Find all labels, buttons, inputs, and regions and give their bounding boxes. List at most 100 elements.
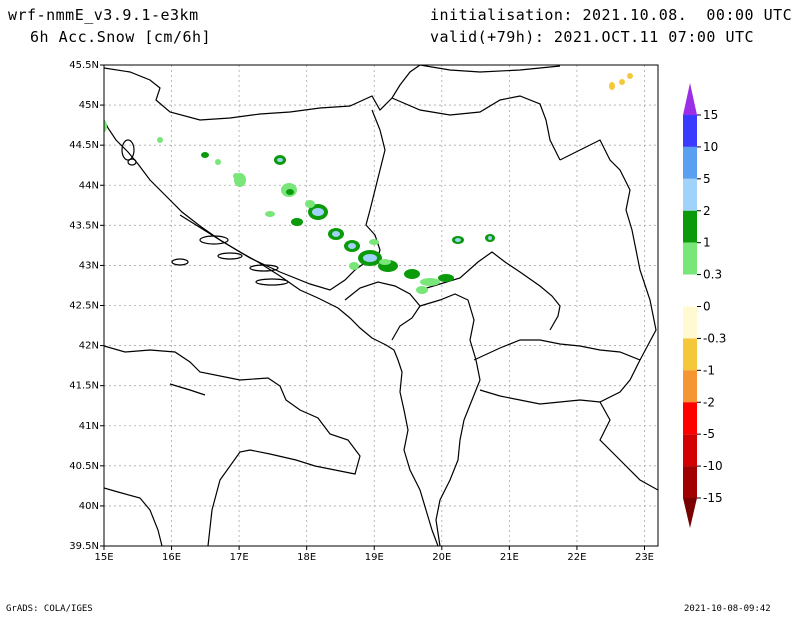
border-serbia-east bbox=[391, 95, 561, 161]
snow-patch bbox=[201, 152, 209, 158]
snow-patches bbox=[104, 73, 633, 294]
colorbar-box bbox=[683, 338, 697, 371]
border-bulgaria bbox=[559, 139, 657, 361]
snow-patch bbox=[233, 173, 239, 179]
lon-label: 20E bbox=[432, 552, 451, 563]
colorbar-label: 0.3 bbox=[703, 268, 722, 282]
colorbar-box bbox=[683, 146, 697, 179]
colorbar-label: -10 bbox=[703, 459, 723, 473]
colorbar-label: 15 bbox=[703, 108, 718, 122]
lat-label: 42.5N bbox=[69, 301, 99, 312]
border-montenegro bbox=[344, 281, 421, 341]
snow-patch bbox=[420, 278, 440, 286]
lat-label: 44N bbox=[79, 180, 99, 191]
footer-timestamp: 2021-10-08-09:42 bbox=[684, 604, 771, 614]
border-north bbox=[104, 65, 421, 121]
balkan-coast bbox=[104, 119, 439, 546]
lat-label: 41.5N bbox=[69, 381, 99, 392]
snow-patch bbox=[363, 254, 377, 262]
colorbar-box bbox=[683, 434, 697, 467]
snow-patch bbox=[455, 238, 461, 242]
snow-patch bbox=[379, 259, 391, 265]
snow-patch bbox=[332, 231, 340, 237]
snow-patch bbox=[488, 236, 492, 240]
colorbar-label: -1 bbox=[703, 363, 715, 377]
snow-patch bbox=[312, 208, 324, 216]
snow-patch bbox=[369, 239, 379, 245]
lat-label: 39.5N bbox=[69, 541, 99, 552]
lat-label: 42N bbox=[79, 341, 99, 352]
snow-patch bbox=[104, 120, 107, 132]
valid-time: valid(+79h): 2021.OCT.11 07:00 UTC bbox=[430, 28, 755, 46]
snow-patch bbox=[265, 211, 275, 217]
graticule bbox=[104, 65, 658, 546]
snow-patch bbox=[215, 159, 221, 165]
coastlines-borders bbox=[104, 65, 658, 546]
gargano bbox=[169, 383, 206, 396]
lat-label: 43.5N bbox=[69, 220, 99, 231]
lat-label: 41N bbox=[79, 421, 99, 432]
colorbar-box bbox=[683, 402, 697, 435]
footer-credit: GrADS: COLA/IGES bbox=[6, 604, 93, 614]
lon-label: 16E bbox=[162, 552, 181, 563]
axis-ticks: 45.5N 45N 44.5N 44N 43.5N 43N 42.5N 42N 41.5N 41N… bbox=[69, 60, 654, 563]
lat-label: 45N bbox=[79, 100, 99, 111]
colorbar-box bbox=[683, 274, 697, 307]
colorbar-box bbox=[683, 306, 697, 339]
snow-patch bbox=[404, 269, 420, 279]
border-bih-south bbox=[179, 214, 367, 291]
lon-label: 15E bbox=[94, 552, 113, 563]
lon-label: 22E bbox=[567, 552, 586, 563]
lat-label: 44.5N bbox=[69, 140, 99, 151]
border-romania bbox=[419, 65, 561, 73]
snow-patch bbox=[627, 73, 633, 79]
colorbar-label: -5 bbox=[703, 427, 715, 441]
snow-patch bbox=[609, 82, 615, 90]
colorbar-label: 5 bbox=[703, 172, 711, 186]
island-5 bbox=[255, 278, 289, 286]
snow-patch bbox=[291, 218, 303, 226]
snow-patch bbox=[305, 200, 315, 208]
snow-patch bbox=[286, 189, 294, 195]
lat-label: 40.5N bbox=[69, 461, 99, 472]
lon-label: 19E bbox=[365, 552, 384, 563]
snow-patch bbox=[348, 243, 356, 249]
lat-label: 43N bbox=[79, 260, 99, 271]
snow-patch bbox=[438, 274, 454, 282]
colorbar-label: -0.3 bbox=[703, 331, 726, 345]
lat-label: 40N bbox=[79, 501, 99, 512]
colorbar: 15 10 5 2 1 0.3 0 -0.3 -1 -2 -5 -10 -15 bbox=[683, 83, 726, 528]
italy-heel bbox=[104, 487, 163, 546]
model-name: wrf-nmmE_v3.9.1-e3km bbox=[8, 6, 199, 24]
field-name: 6h Acc.Snow [cm/6h] bbox=[30, 28, 212, 46]
colorbar-bottom-arrow bbox=[683, 498, 697, 528]
snow-patch bbox=[157, 137, 163, 143]
colorbar-box bbox=[683, 242, 697, 275]
colorbar-label: -2 bbox=[703, 395, 715, 409]
colorbar-label: 10 bbox=[703, 140, 718, 154]
island-7 bbox=[127, 158, 137, 166]
colorbar-label: -15 bbox=[703, 491, 723, 505]
colorbar-box bbox=[683, 370, 697, 403]
lon-label: 18E bbox=[297, 552, 316, 563]
snow-patch bbox=[619, 79, 625, 85]
border-macedonia bbox=[473, 339, 641, 405]
island-4 bbox=[249, 264, 279, 272]
lon-label: 21E bbox=[500, 552, 519, 563]
colorbar-label: 0 bbox=[703, 300, 711, 314]
snow-patch bbox=[349, 262, 359, 270]
colorbar-label: 1 bbox=[703, 236, 711, 250]
snow-patch bbox=[416, 286, 428, 294]
colorbar-top-arrow bbox=[683, 83, 697, 115]
island-3 bbox=[217, 252, 243, 260]
lon-label: 23E bbox=[635, 552, 654, 563]
colorbar-label: 2 bbox=[703, 204, 711, 218]
colorbar-box bbox=[683, 178, 697, 211]
init-time: initialisation: 2021.10.08. 00:00 UTC bbox=[430, 6, 793, 24]
lat-label: 45.5N bbox=[69, 60, 99, 71]
colorbar-box bbox=[683, 466, 697, 498]
italy-coast bbox=[104, 345, 361, 546]
colorbar-box bbox=[683, 115, 697, 147]
lon-label: 17E bbox=[230, 552, 249, 563]
